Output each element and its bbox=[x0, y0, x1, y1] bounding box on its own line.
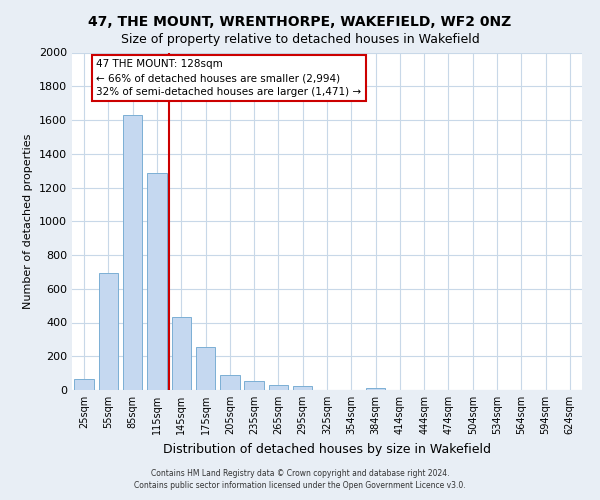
Y-axis label: Number of detached properties: Number of detached properties bbox=[23, 134, 34, 309]
Bar bbox=[99, 272, 118, 390]
X-axis label: Distribution of detached houses by size in Wakefield: Distribution of detached houses by size … bbox=[163, 442, 491, 456]
Bar bbox=[293, 386, 313, 390]
Text: Contains HM Land Registry data © Crown copyright and database right 2024.
Contai: Contains HM Land Registry data © Crown c… bbox=[134, 469, 466, 490]
Bar bbox=[196, 348, 215, 390]
Bar bbox=[366, 388, 385, 390]
Bar bbox=[172, 316, 191, 390]
Text: 47 THE MOUNT: 128sqm
← 66% of detached houses are smaller (2,994)
32% of semi-de: 47 THE MOUNT: 128sqm ← 66% of detached h… bbox=[96, 59, 361, 97]
Bar bbox=[74, 379, 94, 390]
Bar bbox=[244, 381, 264, 390]
Bar bbox=[220, 375, 239, 390]
Bar bbox=[123, 115, 142, 390]
Text: 47, THE MOUNT, WRENTHORPE, WAKEFIELD, WF2 0NZ: 47, THE MOUNT, WRENTHORPE, WAKEFIELD, WF… bbox=[88, 15, 512, 29]
Bar bbox=[269, 385, 288, 390]
Bar bbox=[147, 173, 167, 390]
Text: Size of property relative to detached houses in Wakefield: Size of property relative to detached ho… bbox=[121, 32, 479, 46]
